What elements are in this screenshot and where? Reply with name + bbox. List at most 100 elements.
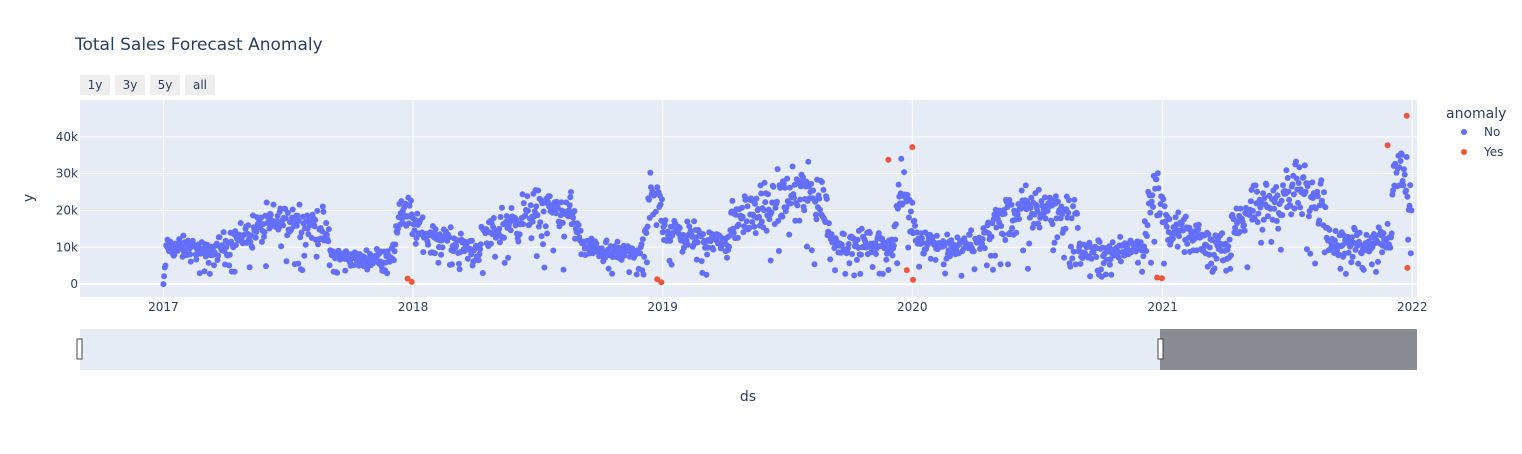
legend-no-marker[interactable] — [1461, 129, 1467, 135]
point-no — [779, 213, 786, 220]
point-no — [1351, 226, 1358, 233]
legend[interactable]: anomaly No Yes — [1446, 106, 1506, 159]
point-no — [603, 237, 610, 244]
range-button-label[interactable]: 5y — [158, 78, 173, 92]
point-no — [593, 240, 600, 247]
point-no — [944, 231, 951, 238]
point-no — [652, 208, 659, 215]
range-button-label[interactable]: all — [193, 78, 207, 92]
point-no — [621, 252, 628, 259]
range-button-bg[interactable] — [185, 75, 215, 95]
point-no — [425, 241, 432, 248]
point-no — [501, 234, 507, 241]
point-no — [1049, 221, 1056, 228]
point-no — [1000, 231, 1007, 238]
point-no — [691, 218, 698, 225]
range-button-5y[interactable]: 5y — [150, 75, 180, 95]
legend-yes-label[interactable]: Yes — [1483, 145, 1503, 159]
point-no — [1314, 188, 1321, 195]
point-no — [990, 266, 996, 273]
point-no — [1155, 185, 1162, 192]
point-no — [524, 193, 531, 200]
point-no — [1295, 199, 1301, 206]
point-no — [1206, 244, 1213, 251]
point-no — [1181, 249, 1188, 255]
point-yes — [1384, 142, 1391, 149]
point-no — [313, 253, 320, 260]
point-no — [280, 222, 287, 229]
point-no — [739, 213, 746, 220]
legend-yes-marker[interactable] — [1461, 149, 1467, 155]
range-button-3y[interactable]: 3y — [115, 75, 145, 95]
point-no — [1098, 266, 1104, 273]
point-no — [680, 244, 687, 251]
range-button-bg[interactable] — [150, 75, 180, 95]
point-no — [1275, 225, 1282, 232]
point-no — [1259, 226, 1266, 233]
point-no — [817, 206, 823, 213]
point-no — [746, 224, 753, 231]
point-no — [1055, 198, 1061, 205]
point-no — [323, 220, 330, 226]
point-no — [1211, 265, 1218, 272]
range-button-all[interactable]: all — [185, 75, 215, 95]
point-no — [1051, 239, 1058, 246]
point-no — [503, 213, 510, 219]
point-no — [875, 230, 882, 237]
point-no — [342, 267, 349, 274]
point-no — [490, 224, 497, 230]
point-no — [561, 233, 568, 240]
point-no — [761, 179, 768, 186]
point-no — [694, 239, 701, 246]
point-no — [541, 264, 548, 271]
point-no — [813, 216, 820, 223]
point-no — [726, 232, 733, 239]
point-no — [261, 233, 267, 240]
point-no — [1274, 192, 1281, 199]
range-button-bg[interactable] — [115, 75, 145, 95]
point-no — [789, 163, 796, 170]
point-no — [540, 208, 547, 215]
point-no — [456, 266, 463, 273]
point-no — [1042, 194, 1048, 201]
range-button-label[interactable]: 1y — [88, 78, 103, 92]
point-no — [293, 222, 300, 229]
point-no — [1027, 205, 1034, 211]
point-no — [894, 260, 901, 267]
point-no — [550, 247, 557, 254]
point-no — [477, 241, 484, 248]
point-no — [577, 227, 584, 234]
range-button-bg[interactable] — [80, 75, 110, 95]
point-no — [1345, 249, 1352, 256]
point-no — [1278, 197, 1285, 204]
point-no — [1225, 243, 1232, 250]
point-no — [447, 224, 454, 231]
point-no — [524, 207, 531, 214]
point-no — [853, 256, 860, 263]
range-slider-handle-right[interactable] — [1157, 338, 1164, 360]
point-no — [858, 225, 865, 232]
point-no — [1279, 212, 1286, 219]
point-no — [1071, 196, 1078, 203]
point-no — [1191, 235, 1198, 242]
point-no — [1300, 174, 1307, 181]
point-no — [1260, 190, 1267, 197]
point-no — [296, 201, 303, 208]
point-no — [794, 202, 801, 209]
point-no — [520, 200, 527, 207]
point-no — [775, 217, 782, 224]
legend-no-label[interactable]: No — [1484, 125, 1500, 139]
point-no — [392, 241, 399, 248]
point-no — [527, 202, 534, 209]
point-no — [823, 195, 830, 202]
range-selector[interactable]: 1y 3y 5y all — [80, 75, 215, 95]
point-no — [289, 206, 296, 213]
range-button-label[interactable]: 3y — [123, 78, 138, 92]
point-no — [758, 190, 765, 197]
range-button-1y[interactable]: 1y — [80, 75, 110, 95]
range-slider[interactable] — [76, 329, 1417, 370]
point-no — [918, 235, 925, 242]
range-slider-handle-left[interactable] — [76, 338, 83, 360]
point-no — [464, 255, 471, 262]
x-tick-label: 2017 — [148, 300, 179, 314]
